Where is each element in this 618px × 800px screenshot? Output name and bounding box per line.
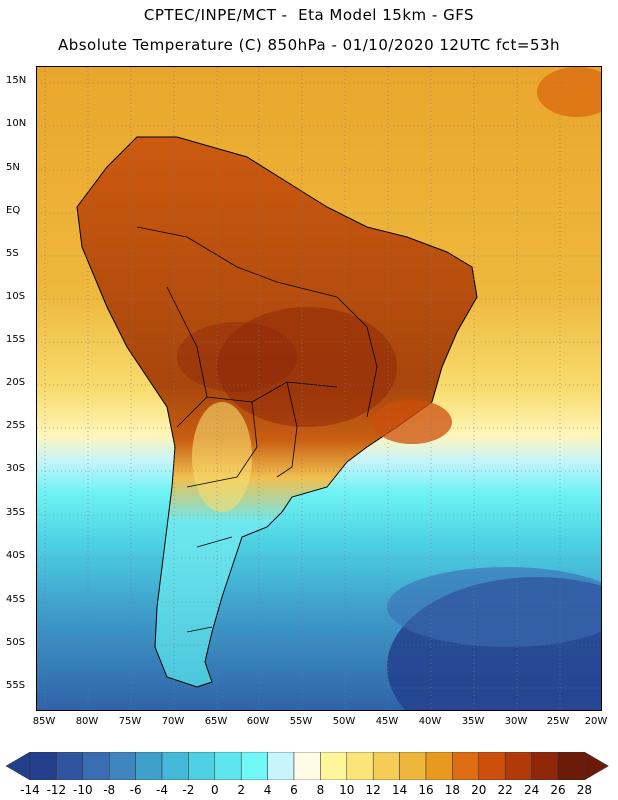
colorbar-swatch [161,752,189,780]
colorbar-high-arrow [584,752,609,780]
lat-label-30s: 30S [6,463,26,474]
lon-label-70w: 70W [161,716,185,727]
colorbar-tick-label: 4 [263,783,272,797]
colorbar-swatch [188,752,216,780]
lon-label-50w: 50W [332,716,356,727]
colorbar-swatch [452,752,480,780]
lat-label-eq: EQ [6,205,21,216]
lon-label-60w: 60W [246,716,270,727]
colorbar-tick-label: 10 [339,783,355,797]
colorbar-tick-label: 26 [550,783,566,797]
colorbar-tick-label: 24 [523,783,540,797]
lon-label-55w: 55W [289,716,313,727]
colorbar-swatch [372,752,400,780]
colorbar-swatch [56,752,84,780]
lon-label-80w: 80W [75,716,99,727]
lat-label-25s: 25S [6,420,26,431]
lat-label-55s: 55S [6,680,26,691]
colorbar-tick-label: -6 [129,783,142,797]
colorbar-tick-label: 22 [497,783,513,797]
lon-label-35w: 35W [461,716,485,727]
lon-label-30w: 30W [504,716,528,727]
lat-label-10s: 10S [6,291,26,302]
colorbar-swatch [108,752,136,780]
lat-label-15n: 15N [6,75,27,86]
map-title-line2: Absolute Temperature (C) 850hPa - 01/10/… [57,36,561,54]
colorbar-swatch [240,752,268,780]
colorbar-tick-label: 14 [391,783,408,797]
colorbar-swatch [214,752,242,780]
lon-label-20w: 20W [584,716,608,727]
colorbar-tick-label: -14 [20,783,40,797]
map-title-line1: CPTEC/INPE/MCT - Eta Model 15km - GFS [143,6,475,24]
lat-label-40s: 40S [6,550,26,561]
colorbar-tick-label: 2 [237,783,245,797]
lon-label-75w: 75W [118,716,142,727]
colorbar-swatch [29,752,57,780]
colorbar-tick-label: -12 [46,783,67,797]
lat-label-15s: 15S [6,334,26,345]
temperature-map [36,66,602,711]
colorbar-swatch [531,752,559,780]
colorbar-tick-label: 6 [290,783,298,797]
lon-label-25w: 25W [546,716,570,727]
colorbar-swatch [346,752,374,780]
colorbar-swatch [557,752,585,780]
colorbar-tick-label: 12 [365,783,381,797]
colorbar-tick-label: 18 [444,783,461,797]
colorbar-swatch [135,752,163,780]
lat-label-5s: 5S [6,248,19,259]
colorbar-tick-label: -4 [156,783,168,797]
colorbar-tick-label: 0 [210,783,219,797]
temperature-colorbar [6,752,609,780]
colorbar-swatch [399,752,427,780]
colorbar-tick-label: 8 [316,783,325,797]
colorbar-tick-label: 20 [471,783,487,797]
country-borders [136,226,378,633]
lat-label-45s: 45S [6,594,26,605]
lat-label-50s: 50S [6,637,26,648]
colorbar-swatch [267,752,295,780]
lon-label-45w: 45W [375,716,399,727]
lon-label-40w: 40W [418,716,442,727]
colorbar-swatch [320,752,348,780]
colorbar-tick-label: 28 [576,783,593,797]
colorbar-swatch [425,752,453,780]
lon-label-85w: 85W [32,716,56,727]
lat-label-35s: 35S [6,507,26,518]
lon-label-65w: 65W [204,716,228,727]
colorbar-tick-label: -2 [182,783,195,797]
colorbar-swatch [293,752,321,780]
lat-label-10n: 10N [6,118,27,129]
colorbar-tick-label: 16 [418,783,434,797]
colorbar-swatch [504,752,532,780]
colorbar-tick-label: -10 [72,783,93,797]
colorbar-low-arrow [6,752,31,780]
colorbar-swatch [478,752,506,780]
lat-label-20s: 20S [6,377,26,388]
colorbar-swatch [82,752,110,780]
lat-label-5n: 5N [6,162,20,173]
colorbar-tick-label: -8 [103,783,116,797]
